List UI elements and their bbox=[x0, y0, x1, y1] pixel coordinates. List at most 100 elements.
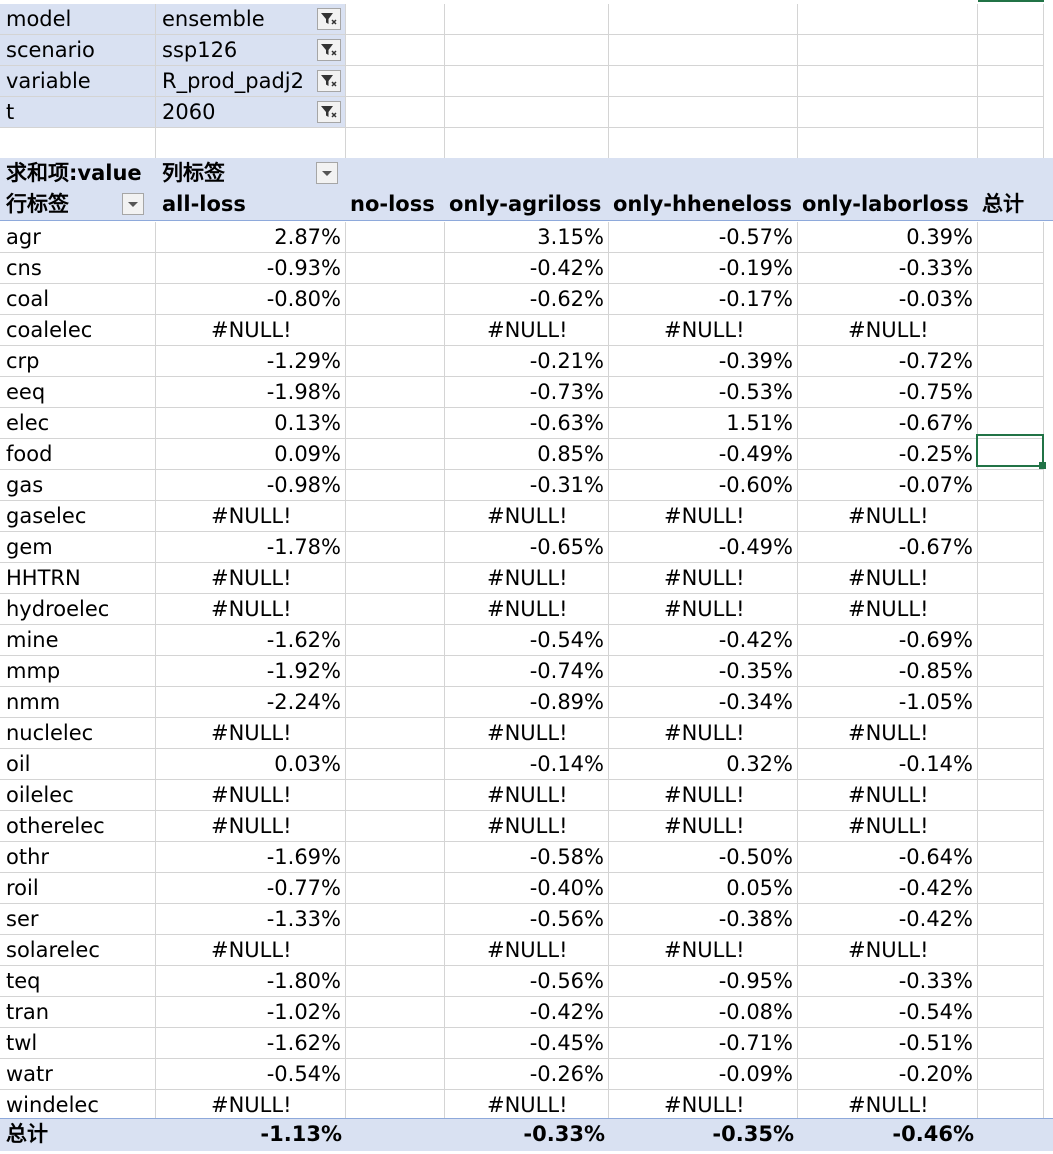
value-cell-only-agriloss[interactable]: -0.21% bbox=[445, 346, 609, 377]
value-cell-only-hheneloss[interactable]: -0.17% bbox=[609, 284, 798, 315]
value-cell-all-loss[interactable]: -1.92% bbox=[156, 656, 346, 687]
value-cell-only-agriloss[interactable]: -0.56% bbox=[445, 904, 609, 935]
filter-funnel-icon[interactable] bbox=[317, 8, 341, 30]
filter-funnel-icon[interactable] bbox=[317, 101, 341, 123]
value-cell-only-laborloss[interactable]: -0.67% bbox=[798, 408, 978, 439]
value-cell-only-laborloss[interactable]: #NULL! bbox=[798, 1090, 978, 1121]
value-cell-only-agriloss[interactable]: -0.42% bbox=[445, 253, 609, 284]
row-label[interactable]: oilelec bbox=[0, 780, 156, 811]
row-label[interactable]: tran bbox=[0, 997, 156, 1028]
value-cell-only-agriloss[interactable]: -0.74% bbox=[445, 656, 609, 687]
value-cell-only-agriloss[interactable]: -0.62% bbox=[445, 284, 609, 315]
filter-value-cell[interactable]: R_prod_padj2 bbox=[156, 66, 346, 97]
value-cell-total[interactable] bbox=[978, 222, 1044, 253]
value-cell-only-hheneloss[interactable]: -0.53% bbox=[609, 377, 798, 408]
value-cell-only-hheneloss[interactable]: -0.49% bbox=[609, 532, 798, 563]
value-cell-no-loss[interactable] bbox=[346, 625, 445, 656]
value-cell-only-laborloss[interactable]: -0.42% bbox=[798, 873, 978, 904]
value-cell-all-loss[interactable]: #NULL! bbox=[156, 718, 346, 749]
value-cell-all-loss[interactable]: -0.93% bbox=[156, 253, 346, 284]
value-cell-only-laborloss[interactable]: -1.05% bbox=[798, 687, 978, 718]
filter-value-cell[interactable]: 2060 bbox=[156, 97, 346, 128]
value-cell-only-hheneloss[interactable]: #NULL! bbox=[609, 811, 798, 842]
value-cell-only-hheneloss[interactable]: #NULL! bbox=[609, 501, 798, 532]
value-cell-all-loss[interactable]: 2.87% bbox=[156, 222, 346, 253]
value-cell-total[interactable] bbox=[978, 749, 1044, 780]
value-cell-only-agriloss[interactable]: -0.26% bbox=[445, 1059, 609, 1090]
value-cell-only-agriloss[interactable]: #NULL! bbox=[445, 315, 609, 346]
value-cell-total[interactable] bbox=[978, 935, 1044, 966]
value-cell-no-loss[interactable] bbox=[346, 687, 445, 718]
value-cell-only-laborloss[interactable]: -0.72% bbox=[798, 346, 978, 377]
row-label[interactable]: mine bbox=[0, 625, 156, 656]
value-cell-total[interactable] bbox=[978, 904, 1044, 935]
value-cell-only-agriloss[interactable]: 0.85% bbox=[445, 439, 609, 470]
row-label[interactable]: otherelec bbox=[0, 811, 156, 842]
value-cell-only-hheneloss[interactable]: #NULL! bbox=[609, 780, 798, 811]
value-cell-no-loss[interactable] bbox=[346, 1028, 445, 1059]
value-cell-total[interactable] bbox=[978, 997, 1044, 1028]
filter-value-cell[interactable]: ssp126 bbox=[156, 35, 346, 66]
row-label[interactable]: crp bbox=[0, 346, 156, 377]
value-cell-all-loss[interactable]: -1.02% bbox=[156, 997, 346, 1028]
value-cell-all-loss[interactable]: -1.29% bbox=[156, 346, 346, 377]
value-cell-only-agriloss[interactable]: -0.45% bbox=[445, 1028, 609, 1059]
filter-value-cell[interactable]: ensemble bbox=[156, 4, 346, 35]
value-cell-total[interactable] bbox=[978, 346, 1044, 377]
value-cell-no-loss[interactable] bbox=[346, 284, 445, 315]
row-label[interactable]: HHTRN bbox=[0, 563, 156, 594]
value-cell-no-loss[interactable] bbox=[346, 749, 445, 780]
value-cell-only-laborloss[interactable]: #NULL! bbox=[798, 501, 978, 532]
value-cell-only-hheneloss[interactable]: -0.35% bbox=[609, 656, 798, 687]
value-cell-only-hheneloss[interactable]: #NULL! bbox=[609, 315, 798, 346]
value-cell-only-agriloss[interactable]: -0.58% bbox=[445, 842, 609, 873]
value-cell-all-loss[interactable]: #NULL! bbox=[156, 780, 346, 811]
row-label[interactable]: gaselec bbox=[0, 501, 156, 532]
value-cell-no-loss[interactable] bbox=[346, 780, 445, 811]
value-cell-no-loss[interactable] bbox=[346, 997, 445, 1028]
value-cell-all-loss[interactable]: -2.24% bbox=[156, 687, 346, 718]
value-cell-total[interactable] bbox=[978, 811, 1044, 842]
value-cell-only-agriloss[interactable]: #NULL! bbox=[445, 501, 609, 532]
value-cell-only-agriloss[interactable]: #NULL! bbox=[445, 563, 609, 594]
value-cell-all-loss[interactable]: 0.13% bbox=[156, 408, 346, 439]
value-cell-no-loss[interactable] bbox=[346, 315, 445, 346]
dropdown-arrow-icon[interactable] bbox=[122, 193, 144, 215]
value-cell-only-hheneloss[interactable]: -0.50% bbox=[609, 842, 798, 873]
value-cell-all-loss[interactable]: -1.80% bbox=[156, 966, 346, 997]
value-cell-only-agriloss[interactable]: #NULL! bbox=[445, 811, 609, 842]
dropdown-arrow-icon[interactable] bbox=[316, 162, 338, 184]
row-label[interactable]: cns bbox=[0, 253, 156, 284]
value-cell-no-loss[interactable] bbox=[346, 966, 445, 997]
value-cell-no-loss[interactable] bbox=[346, 439, 445, 470]
fill-handle[interactable] bbox=[1039, 462, 1046, 469]
value-cell-no-loss[interactable] bbox=[346, 222, 445, 253]
row-label[interactable]: oil bbox=[0, 749, 156, 780]
value-cell-total[interactable] bbox=[978, 594, 1044, 625]
total-only-hheneloss[interactable]: -0.35% bbox=[609, 1119, 798, 1150]
row-label[interactable]: mmp bbox=[0, 656, 156, 687]
row-label[interactable]: gem bbox=[0, 532, 156, 563]
row-label[interactable]: gas bbox=[0, 470, 156, 501]
row-label[interactable]: twl bbox=[0, 1028, 156, 1059]
value-cell-only-laborloss[interactable]: -0.75% bbox=[798, 377, 978, 408]
value-cell-only-laborloss[interactable]: #NULL! bbox=[798, 780, 978, 811]
value-cell-all-loss[interactable]: -0.80% bbox=[156, 284, 346, 315]
value-cell-only-agriloss[interactable]: #NULL! bbox=[445, 935, 609, 966]
value-cell-no-loss[interactable] bbox=[346, 1059, 445, 1090]
value-cell-total[interactable] bbox=[978, 687, 1044, 718]
value-cell-only-hheneloss[interactable]: #NULL! bbox=[609, 718, 798, 749]
value-cell-all-loss[interactable]: -1.62% bbox=[156, 625, 346, 656]
value-cell-total[interactable] bbox=[978, 470, 1044, 501]
value-cell-total[interactable] bbox=[978, 842, 1044, 873]
value-cell-all-loss[interactable]: -1.78% bbox=[156, 532, 346, 563]
row-label[interactable]: coal bbox=[0, 284, 156, 315]
value-cell-only-agriloss[interactable]: -0.65% bbox=[445, 532, 609, 563]
value-cell-total[interactable] bbox=[978, 253, 1044, 284]
row-label[interactable]: eeq bbox=[0, 377, 156, 408]
value-cell-only-hheneloss[interactable]: -0.34% bbox=[609, 687, 798, 718]
value-cell-only-laborloss[interactable]: #NULL! bbox=[798, 935, 978, 966]
value-cell-only-laborloss[interactable]: -0.54% bbox=[798, 997, 978, 1028]
pivot-row-label-cell[interactable]: 行标签 bbox=[0, 189, 156, 220]
value-cell-only-agriloss[interactable]: 3.15% bbox=[445, 222, 609, 253]
